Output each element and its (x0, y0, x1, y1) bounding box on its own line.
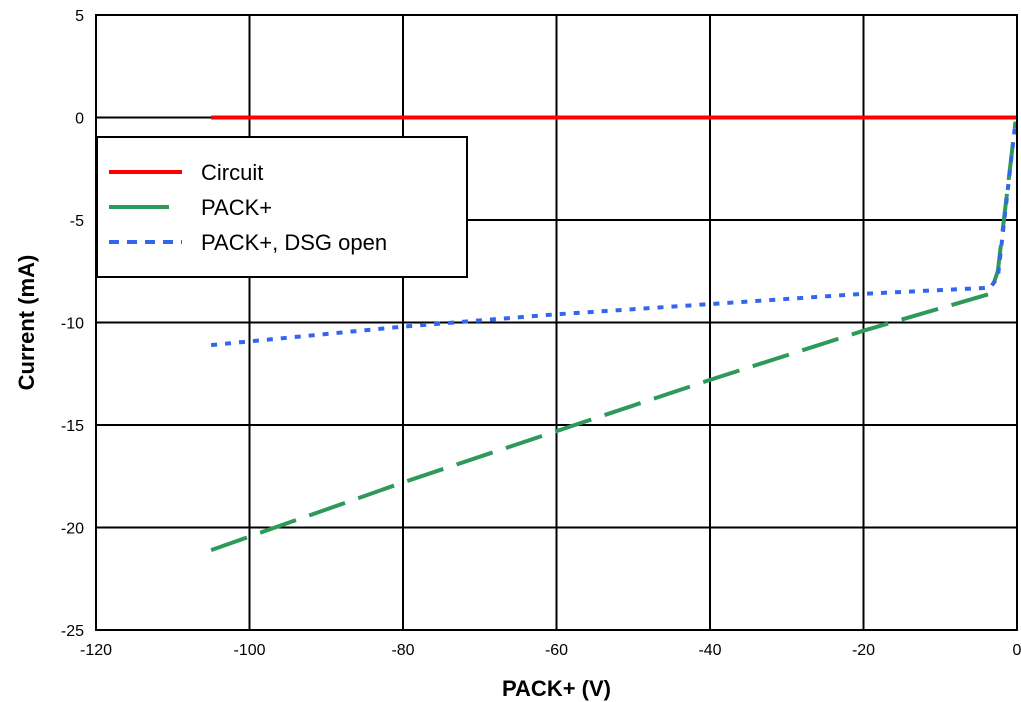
series-line-1 (210, 121, 1018, 552)
legend: Circuit PACK+ PACK+, DSG open (96, 136, 468, 278)
x-tick-label: -120 (80, 642, 112, 659)
grid (95, 14, 1018, 631)
legend-label-circuit: Circuit (201, 160, 263, 185)
y-axis-title: Current (mA) (14, 255, 39, 391)
y-tick-label: -20 (61, 521, 84, 538)
plot-frame (95, 14, 1018, 631)
x-tick-label: -20 (852, 642, 875, 659)
x-tick-label: 0 (1013, 642, 1021, 659)
y-tick-label: -5 (70, 213, 84, 230)
legend-label-pack-dsg-open: PACK+, DSG open (201, 230, 387, 255)
x-axis-title: PACK+ (V) (502, 676, 611, 701)
y-tick-label: 5 (75, 8, 84, 25)
series-lines (210, 115, 1018, 552)
y-tick-label: -25 (61, 623, 84, 640)
y-tick-label: -15 (61, 418, 84, 435)
x-tick-label: -60 (545, 642, 568, 659)
y-tick-label: 0 (75, 111, 84, 128)
x-tick-label: -80 (391, 642, 414, 659)
y-tick-label: -10 (61, 316, 84, 333)
series-line-2 (210, 121, 1018, 348)
x-tick-label: -40 (698, 642, 721, 659)
x-tick-label: -100 (233, 642, 265, 659)
x-tick-labels: -120 -100 -80 -60 -40 -20 0 (80, 642, 1021, 659)
legend-label-pack: PACK+ (201, 195, 272, 220)
y-tick-labels: 5 0 -5 -10 -15 -20 -25 (61, 8, 84, 640)
